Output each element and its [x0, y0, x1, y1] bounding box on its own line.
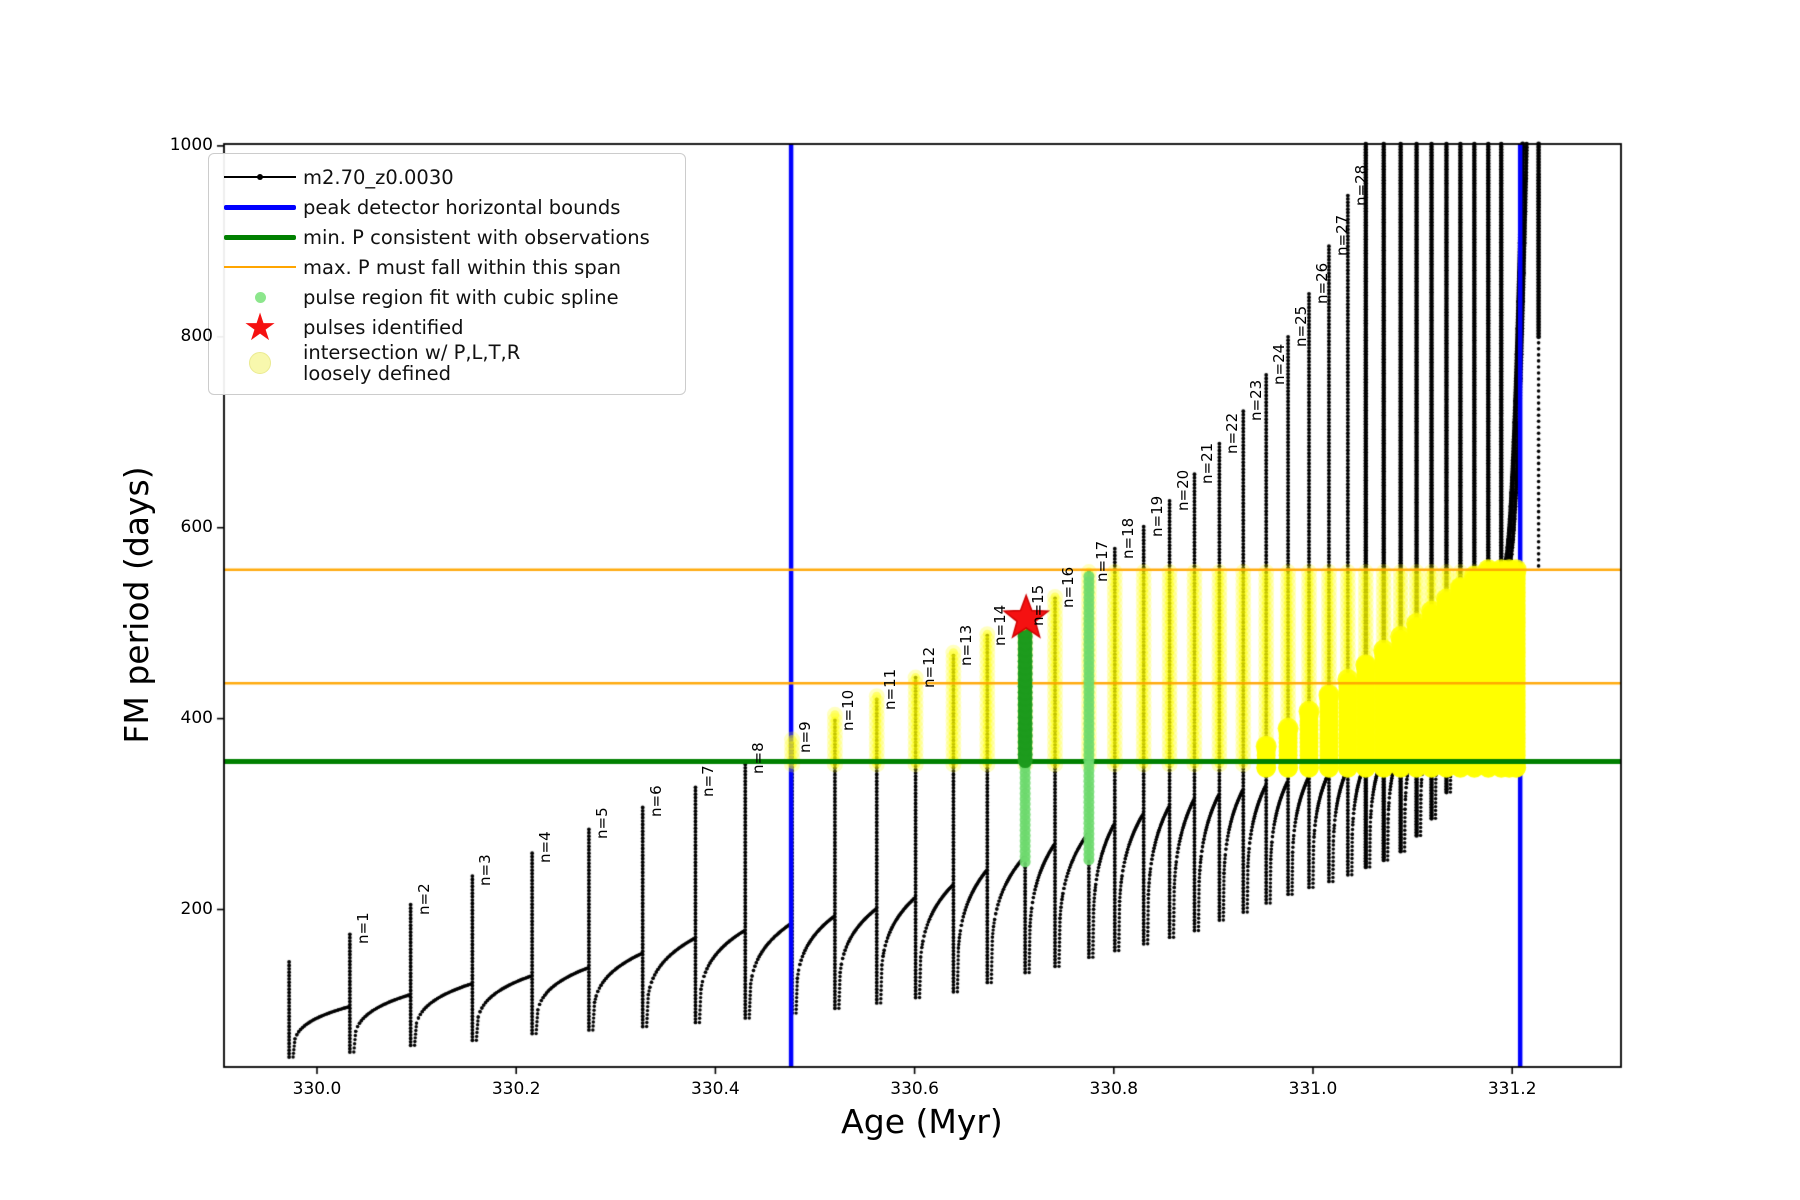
legend-marker: [254, 291, 266, 303]
x-tick-label: 331.0: [1288, 1079, 1338, 1099]
legend-item-label: min. P consistent with observations: [303, 225, 650, 249]
x-tick-label: 330.8: [1089, 1079, 1139, 1099]
legend-item: m2.70_z0.0030: [217, 162, 675, 192]
pulse-label-n2: n=2: [414, 883, 433, 915]
pulse-label-n3: n=3: [476, 854, 495, 887]
legend-item-label: intersection w/ P,L,T,R loosely defined: [303, 341, 521, 385]
legend-marker: [224, 204, 296, 210]
x-tick-label: 330.2: [491, 1079, 541, 1099]
legend-item: pulse region fit with cubic spline: [217, 282, 675, 312]
pulse-label-n4: n=4: [536, 831, 555, 864]
pulse-label-n28: n=28: [1351, 164, 1370, 206]
legend-item: min. P consistent with observations: [217, 222, 675, 252]
legend-item: ★ pulses identified: [217, 305, 675, 349]
legend-item-label: pulse region fit with cubic spline: [303, 285, 619, 309]
pulse-label-n9: n=9: [796, 721, 815, 754]
pulse-label-n10: n=10: [838, 689, 857, 731]
y-tick-label: 400: [180, 708, 213, 729]
large-dot-marker-icon: [217, 352, 303, 374]
pulse-label-n25: n=25: [1292, 305, 1311, 347]
series-line-icon: [217, 174, 303, 180]
thin-line-icon: [217, 265, 303, 269]
legend-item-label: pulses identified: [303, 315, 464, 339]
pulse-label-n8: n=8: [749, 742, 768, 775]
legend-item: intersection w/ P,L,T,R loosely defined: [217, 342, 675, 384]
legend-marker: [249, 352, 271, 374]
pulse-label-n21: n=21: [1198, 443, 1217, 485]
pulse-label-n6: n=6: [646, 785, 665, 818]
thick-line-icon: [217, 234, 303, 240]
pulse-label-n19: n=19: [1147, 495, 1166, 537]
y-tick-label: 1000: [169, 135, 213, 156]
pulse-label-n16: n=16: [1059, 567, 1078, 609]
x-tick-label: 330.6: [890, 1079, 939, 1099]
y-axis-label: FM period (days): [117, 466, 156, 744]
y-tick-label: 200: [180, 899, 213, 919]
legend-item: peak detector horizontal bounds: [217, 192, 675, 222]
legend-item-label: max. P must fall within this span: [303, 255, 622, 279]
y-tick-label: 800: [180, 326, 213, 347]
pulse-label-n23: n=23: [1247, 380, 1266, 422]
pulse-label-n14: n=14: [991, 604, 1010, 646]
legend-item-label: m2.70_z0.0030: [303, 165, 454, 189]
x-axis-label: Age (Myr): [841, 1102, 1003, 1141]
pulse-label-n20: n=20: [1173, 469, 1192, 511]
pulse-label-n12: n=12: [919, 646, 938, 688]
pulse-label-n7: n=7: [699, 765, 718, 798]
dot-marker-icon: [217, 291, 303, 303]
pulse-label-n24: n=24: [1270, 343, 1289, 385]
thick-line-icon: [217, 204, 303, 210]
pulse-label-n13: n=13: [957, 624, 976, 666]
legend-item: max. P must fall within this span: [217, 252, 675, 282]
legend-marker: [224, 265, 296, 269]
legend-item-label: peak detector horizontal bounds: [303, 195, 621, 219]
legend-marker: ★: [242, 305, 278, 349]
pulse-label-n11: n=11: [880, 668, 899, 710]
pulse-label-n1: n=1: [353, 912, 372, 945]
pulse-label-n17: n=17: [1092, 540, 1111, 582]
pulse-label-n22: n=22: [1223, 412, 1242, 454]
pulse-label-n5: n=5: [592, 807, 611, 840]
y-tick-label: 600: [180, 517, 213, 538]
legend-marker: [224, 234, 296, 240]
star-marker-icon: ★: [217, 305, 303, 349]
pulse-label-n27: n=27: [1332, 214, 1351, 257]
pulse-label-n26: n=26: [1313, 262, 1332, 304]
pulse-label-n15: n=15: [1029, 585, 1048, 627]
x-tick-label: 330.0: [292, 1079, 342, 1099]
pulse-label-n18: n=18: [1118, 517, 1137, 559]
x-tick-label: 330.4: [691, 1079, 740, 1099]
x-tick-label: 331.2: [1487, 1079, 1537, 1099]
legend-marker: [224, 174, 296, 180]
